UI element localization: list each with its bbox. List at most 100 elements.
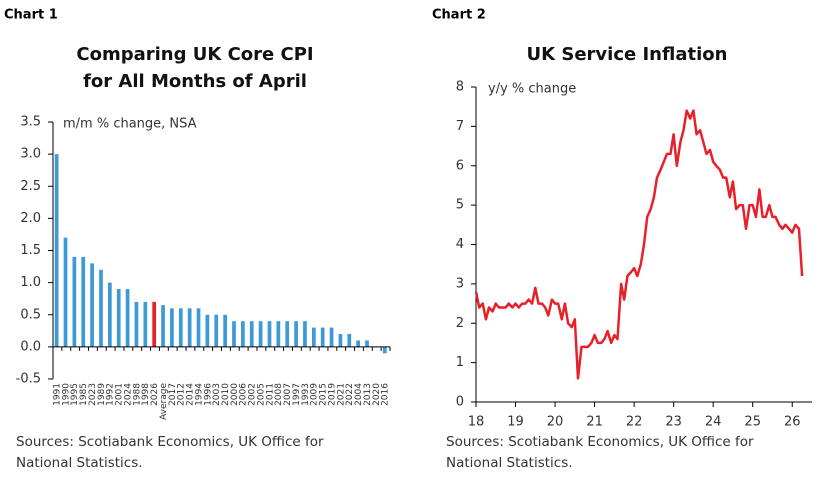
y-tick-label: 2	[456, 316, 464, 331]
x-tick-label: 1997	[292, 383, 302, 406]
bar	[338, 334, 343, 347]
x-tick-label: 2014	[186, 383, 196, 406]
x-tick-label: 2004	[354, 383, 364, 406]
source: Sources: Scotiabank Economics, UK Office…	[16, 434, 324, 450]
source: National Statistics.	[16, 455, 143, 471]
y-tick-label: 1.5	[20, 243, 41, 258]
x-tick-label: 2006	[239, 383, 249, 406]
x-tick-label: 23	[665, 415, 682, 430]
bar	[161, 305, 165, 347]
x-tick-label: 1988	[132, 383, 142, 406]
x-tick-label: 21	[586, 415, 603, 430]
x-tick-label: 2005	[256, 383, 266, 406]
x-tick-label: 22	[626, 415, 643, 430]
y-tick-label: 1	[456, 355, 464, 370]
bar	[196, 308, 201, 347]
x-tick-label: 25	[744, 415, 761, 430]
x-tick-label: 2015	[319, 383, 329, 406]
bar	[72, 256, 77, 347]
y-tick-label: 0	[456, 395, 464, 410]
bar	[356, 340, 361, 347]
bar	[54, 154, 59, 347]
bar	[107, 282, 112, 347]
x-tick-label: 26	[784, 415, 801, 430]
x-tick-label: 1992	[106, 383, 116, 406]
bar	[81, 256, 86, 347]
x-tick-label: 2012	[177, 383, 187, 406]
bar	[99, 269, 103, 347]
bar	[258, 321, 263, 347]
bar	[187, 308, 192, 347]
bar	[320, 327, 325, 347]
x-tick-label: 1991	[52, 383, 62, 406]
bar	[90, 263, 94, 347]
x-tick-label: 24	[705, 415, 722, 430]
y-tick-label: 5	[456, 198, 464, 213]
bar	[294, 321, 298, 347]
bar	[223, 314, 227, 347]
bar	[267, 321, 272, 347]
x-tick-label: Average	[159, 383, 169, 420]
y-tick-label: 6	[456, 158, 464, 173]
x-tick-label: 2017	[168, 383, 178, 406]
x-tick-label: 1985	[79, 383, 89, 406]
y-tick-label: 7	[456, 119, 464, 134]
y-tick-label: 0.5	[20, 307, 41, 322]
bar	[241, 321, 245, 347]
x-tick-label: 2024	[123, 383, 133, 406]
source: Sources: Scotiabank Economics, UK Office…	[446, 434, 754, 450]
bar	[152, 301, 157, 347]
y-tick-label: -0.5	[16, 372, 41, 387]
y-tick-label: 3.0	[20, 147, 41, 162]
x-tick-label: 2020	[372, 383, 382, 406]
bar	[347, 334, 352, 347]
x-tick-label: 18	[468, 415, 485, 430]
x-tick-label: 1990	[61, 383, 71, 406]
x-tick-label: 2000	[230, 383, 240, 406]
bar	[170, 308, 174, 347]
x-tick-label: 2026	[150, 383, 160, 406]
x-tick-label: 2010	[221, 383, 231, 406]
x-tick-label: 2007	[283, 383, 293, 406]
bar	[205, 314, 210, 347]
y-tick-label: 3.5	[20, 115, 41, 130]
bar	[125, 289, 130, 347]
bar	[214, 314, 219, 347]
x-tick-label: 2022	[345, 383, 355, 406]
chart-label: Chart 1	[4, 8, 58, 23]
y-tick-label: 4	[456, 237, 464, 252]
bar	[178, 308, 183, 347]
bar	[329, 327, 334, 347]
bar	[116, 289, 121, 347]
y-tick-label: 8	[456, 80, 464, 95]
chart-title: UK Service Inflation	[527, 44, 728, 65]
x-tick-label: 2016	[381, 383, 391, 406]
x-tick-label: 2008	[274, 383, 284, 406]
bar	[303, 321, 307, 347]
bar	[365, 340, 369, 347]
y-tick-label: 1.0	[20, 275, 41, 290]
chart-title: Comparing UK Core CPI	[76, 44, 313, 65]
bar	[276, 321, 281, 347]
x-tick-label: 1993	[301, 383, 311, 406]
x-tick-label: 2019	[327, 383, 337, 406]
x-tick-label: 1995	[70, 383, 80, 406]
y-tick-label: 3	[456, 276, 464, 291]
axis-note: y/y % change	[488, 82, 576, 97]
x-tick-label: 2001	[115, 383, 125, 406]
bar	[311, 327, 316, 347]
bar	[63, 237, 68, 347]
bar	[232, 321, 236, 347]
x-tick-label: 19	[507, 415, 524, 430]
chart-label: Chart 2	[432, 8, 486, 23]
x-tick-label: 1996	[203, 383, 213, 406]
x-tick-label: 2023	[88, 383, 98, 406]
x-tick-label: 2011	[265, 383, 275, 406]
x-tick-label: 20	[547, 415, 564, 430]
x-tick-label: 1998	[141, 383, 151, 406]
x-tick-label: 2009	[310, 383, 320, 406]
y-tick-label: 2.5	[20, 179, 41, 194]
bar	[382, 346, 387, 354]
x-tick-label: 2013	[363, 383, 373, 406]
